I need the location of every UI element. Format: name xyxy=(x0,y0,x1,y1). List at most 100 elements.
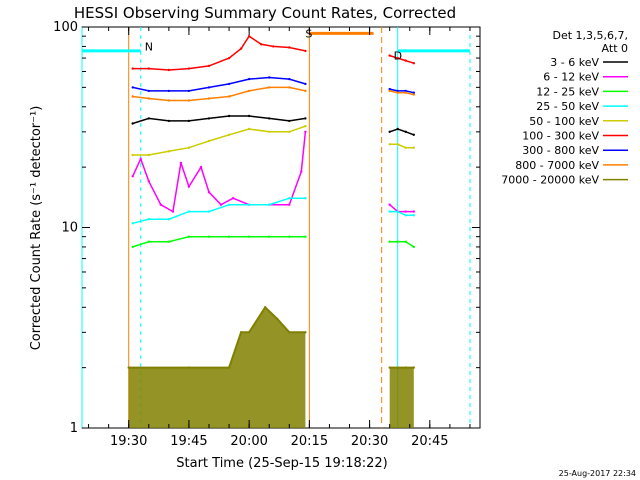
data-point xyxy=(288,46,291,49)
data-point xyxy=(412,62,415,65)
data-point xyxy=(404,210,407,213)
data-point xyxy=(304,125,307,128)
data-point xyxy=(187,99,191,102)
data-point xyxy=(268,235,271,238)
data-point xyxy=(147,117,150,120)
series-line xyxy=(132,76,306,92)
data-point xyxy=(167,99,171,102)
footer-timestamp: 25-Aug-2017 22:34 xyxy=(559,469,636,478)
data-point xyxy=(264,306,267,309)
data-point xyxy=(304,331,307,334)
data-point xyxy=(199,165,203,169)
data-point xyxy=(268,76,271,79)
data-point xyxy=(207,117,211,120)
data-point xyxy=(131,222,134,225)
data-point xyxy=(288,119,291,123)
data-point xyxy=(288,235,291,238)
data-point xyxy=(272,45,275,48)
data-point xyxy=(412,210,415,213)
data-point xyxy=(147,153,150,157)
legend-header-line-1: Det 1,3,5,6,7, xyxy=(552,29,628,42)
data-point xyxy=(227,133,231,136)
legend-label: 12 - 25 keV xyxy=(536,85,599,98)
data-point xyxy=(147,67,150,70)
data-point xyxy=(388,366,391,369)
y-tick-label: 100 xyxy=(53,20,78,35)
data-point xyxy=(396,56,399,60)
data-point xyxy=(404,91,407,94)
legend-label: 100 - 300 keV xyxy=(522,130,599,143)
data-point xyxy=(131,245,134,249)
data-point xyxy=(388,210,391,213)
data-point xyxy=(187,235,191,238)
data-point xyxy=(207,64,211,68)
data-point xyxy=(388,143,391,146)
data-point xyxy=(268,203,271,206)
legend-label: 300 - 800 keV xyxy=(522,144,599,157)
data-point xyxy=(276,317,279,321)
data-point xyxy=(207,139,211,143)
data-point xyxy=(147,218,150,221)
data-point xyxy=(260,43,263,46)
data-point xyxy=(388,87,391,91)
series-line xyxy=(389,143,414,149)
data-point xyxy=(396,210,399,213)
data-point xyxy=(131,122,134,125)
data-point xyxy=(404,146,407,149)
data-point xyxy=(247,35,251,38)
data-point xyxy=(131,175,134,178)
data-point xyxy=(187,67,191,70)
data-point xyxy=(288,130,291,133)
series-line xyxy=(132,125,306,156)
legend-label: 7000 - 20000 keV xyxy=(501,174,599,187)
data-point xyxy=(304,117,307,120)
data-point xyxy=(227,95,231,98)
legend-label: 800 - 7000 keV xyxy=(515,159,599,172)
data-point xyxy=(388,203,391,206)
legend-header-line-2: Att 0 xyxy=(602,42,628,55)
annotation-label: S xyxy=(305,27,312,40)
series-line xyxy=(389,88,414,94)
data-point xyxy=(396,240,399,243)
data-point xyxy=(247,203,251,206)
series-line xyxy=(389,128,415,136)
data-point xyxy=(396,89,399,93)
data-point xyxy=(412,91,415,94)
data-point xyxy=(388,240,391,243)
data-point xyxy=(227,235,231,238)
data-point xyxy=(304,235,307,238)
data-point xyxy=(131,95,134,98)
data-point xyxy=(288,331,291,334)
data-point xyxy=(396,143,399,146)
data-point xyxy=(396,127,399,131)
x-axis-label: Start Time (25-Sep-15 19:18:22) xyxy=(176,456,387,471)
data-point xyxy=(207,235,211,238)
x-tick-label: 20:00 xyxy=(230,434,267,449)
data-point xyxy=(147,180,150,183)
data-point xyxy=(167,218,171,221)
data-point xyxy=(304,197,307,200)
data-point xyxy=(404,366,407,369)
x-tick-label: 20:30 xyxy=(351,434,388,449)
data-point xyxy=(388,54,391,57)
data-point xyxy=(231,197,235,200)
annotations-layer: N S D xyxy=(145,27,402,62)
data-point xyxy=(268,86,271,89)
data-point xyxy=(404,89,407,93)
legend-label: 3 - 6 keV xyxy=(550,56,599,69)
y-axis-label: Corrected Count Rate (s⁻¹ detector⁻¹) xyxy=(29,106,44,351)
data-point xyxy=(412,93,415,96)
data-point xyxy=(227,82,231,86)
data-point xyxy=(227,366,231,369)
data-point xyxy=(247,89,251,93)
data-point xyxy=(127,366,130,369)
data-point xyxy=(147,97,150,100)
data-point xyxy=(247,331,251,334)
data-point xyxy=(247,127,251,131)
data-point xyxy=(288,203,291,206)
data-point xyxy=(171,210,175,213)
series-line xyxy=(132,35,306,71)
data-point xyxy=(139,157,142,160)
data-point xyxy=(207,210,211,213)
legend-label: 6 - 12 keV xyxy=(543,71,599,84)
